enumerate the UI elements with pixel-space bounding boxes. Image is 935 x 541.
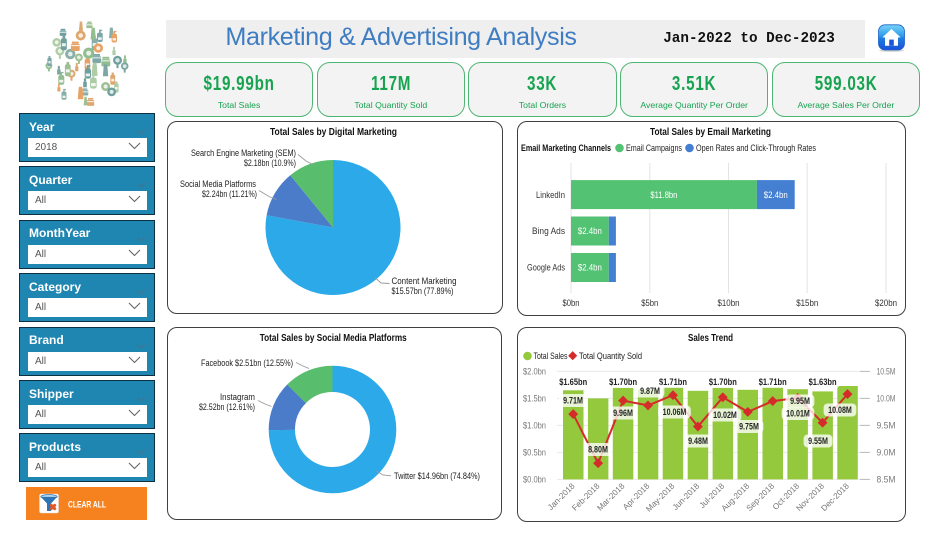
svg-text:Total Sales by Social Media Pl: Total Sales by Social Media Platforms (260, 333, 407, 344)
svg-text:Sales Trend: Sales Trend (688, 333, 733, 344)
svg-text:$2.24bn (11.21%): $2.24bn (11.21%) (202, 189, 257, 199)
svg-text:$2.18bn (10.9%): $2.18bn (10.9%) (244, 158, 296, 168)
svg-text:CLEAR ALL: CLEAR ALL (68, 500, 106, 511)
svg-text:9.87M: 9.87M (640, 386, 660, 396)
svg-text:Twitter $14.96bn (74.84%): Twitter $14.96bn (74.84%) (394, 471, 480, 481)
svg-text:$0bn: $0bn (563, 298, 580, 308)
svg-text:$10bn: $10bn (718, 298, 740, 308)
svg-text:Open Rates and Click-Through R: Open Rates and Click-Through Rates (696, 143, 816, 153)
svg-text:$2.0bn: $2.0bn (523, 366, 546, 376)
svg-text:9.0M: 9.0M (877, 447, 896, 457)
svg-text:$1.65bn: $1.65bn (559, 377, 587, 387)
svg-text:$15bn: $15bn (796, 298, 818, 308)
svg-text:Content Marketing: Content Marketing (392, 276, 457, 286)
svg-text:Social Media Platforms: Social Media Platforms (180, 179, 256, 189)
svg-text:9.48M: 9.48M (688, 436, 708, 446)
svg-text:Total Quantity Sold: Total Quantity Sold (579, 351, 642, 361)
svg-text:Sep-2018: Sep-2018 (745, 481, 777, 513)
svg-text:10.06M: 10.06M (663, 407, 687, 417)
svg-text:Jun-2018: Jun-2018 (671, 481, 702, 512)
svg-text:Mar-2018: Mar-2018 (595, 481, 626, 512)
svg-text:Instagram: Instagram (220, 392, 255, 402)
svg-text:$2.4bn: $2.4bn (764, 190, 788, 200)
svg-text:8.5M: 8.5M (877, 474, 896, 484)
svg-text:10.5M: 10.5M (877, 366, 896, 376)
svg-text:$1.5bn: $1.5bn (523, 393, 546, 403)
svg-text:9.96M: 9.96M (613, 408, 633, 418)
svg-text:Google Ads: Google Ads (527, 263, 565, 273)
svg-text:Bing Ads: Bing Ads (532, 226, 565, 236)
svg-text:$1.71bn: $1.71bn (659, 377, 687, 387)
svg-text:9.95M: 9.95M (790, 396, 810, 406)
svg-text:Email Campaigns: Email Campaigns (626, 143, 682, 153)
svg-text:$0.0bn: $0.0bn (523, 474, 546, 484)
svg-text:Dec-2018: Dec-2018 (819, 481, 851, 513)
svg-text:$2.4bn: $2.4bn (578, 226, 602, 236)
svg-text:$2.4bn: $2.4bn (578, 263, 602, 273)
svg-text:$5bn: $5bn (641, 298, 658, 308)
svg-text:9.71M: 9.71M (563, 396, 583, 406)
svg-text:$1.0bn: $1.0bn (523, 420, 546, 430)
svg-text:9.75M: 9.75M (739, 422, 759, 432)
svg-text:LinkedIn: LinkedIn (536, 190, 565, 200)
svg-text:Total Sales: Total Sales (534, 351, 568, 361)
svg-text:Total Sales by Digital Marketi: Total Sales by Digital Marketing (270, 127, 397, 138)
svg-text:$15.57bn (77.89%): $15.57bn (77.89%) (392, 286, 454, 296)
svg-text:$2.52bn (12.61%): $2.52bn (12.61%) (199, 402, 255, 412)
svg-text:Total Sales by Email Marketing: Total Sales by Email Marketing (650, 127, 771, 138)
svg-text:$1.71bn: $1.71bn (759, 377, 787, 387)
svg-text:Email Marketing Channels: Email Marketing Channels (521, 143, 611, 153)
svg-text:9.5M: 9.5M (877, 420, 896, 430)
svg-text:$1.70bn: $1.70bn (709, 377, 737, 387)
svg-text:10.01M: 10.01M (786, 409, 810, 419)
svg-text:Search Engine Marketing (SEM): Search Engine Marketing (SEM) (191, 148, 296, 158)
svg-text:$11.8bn: $11.8bn (650, 190, 677, 200)
svg-text:$0.5bn: $0.5bn (523, 447, 546, 457)
svg-text:9.55M: 9.55M (808, 436, 828, 446)
svg-text:$1.70bn: $1.70bn (609, 377, 637, 387)
svg-text:Facebook $2.51bn (12.55%): Facebook $2.51bn (12.55%) (201, 358, 293, 368)
svg-text:$20bn: $20bn (875, 298, 897, 308)
svg-text:$1.63bn: $1.63bn (809, 377, 837, 387)
svg-text:10.0M: 10.0M (877, 393, 896, 403)
svg-text:10.08M: 10.08M (828, 405, 852, 415)
svg-text:8.80M: 8.80M (588, 445, 608, 455)
svg-text:10.02M: 10.02M (713, 410, 737, 420)
